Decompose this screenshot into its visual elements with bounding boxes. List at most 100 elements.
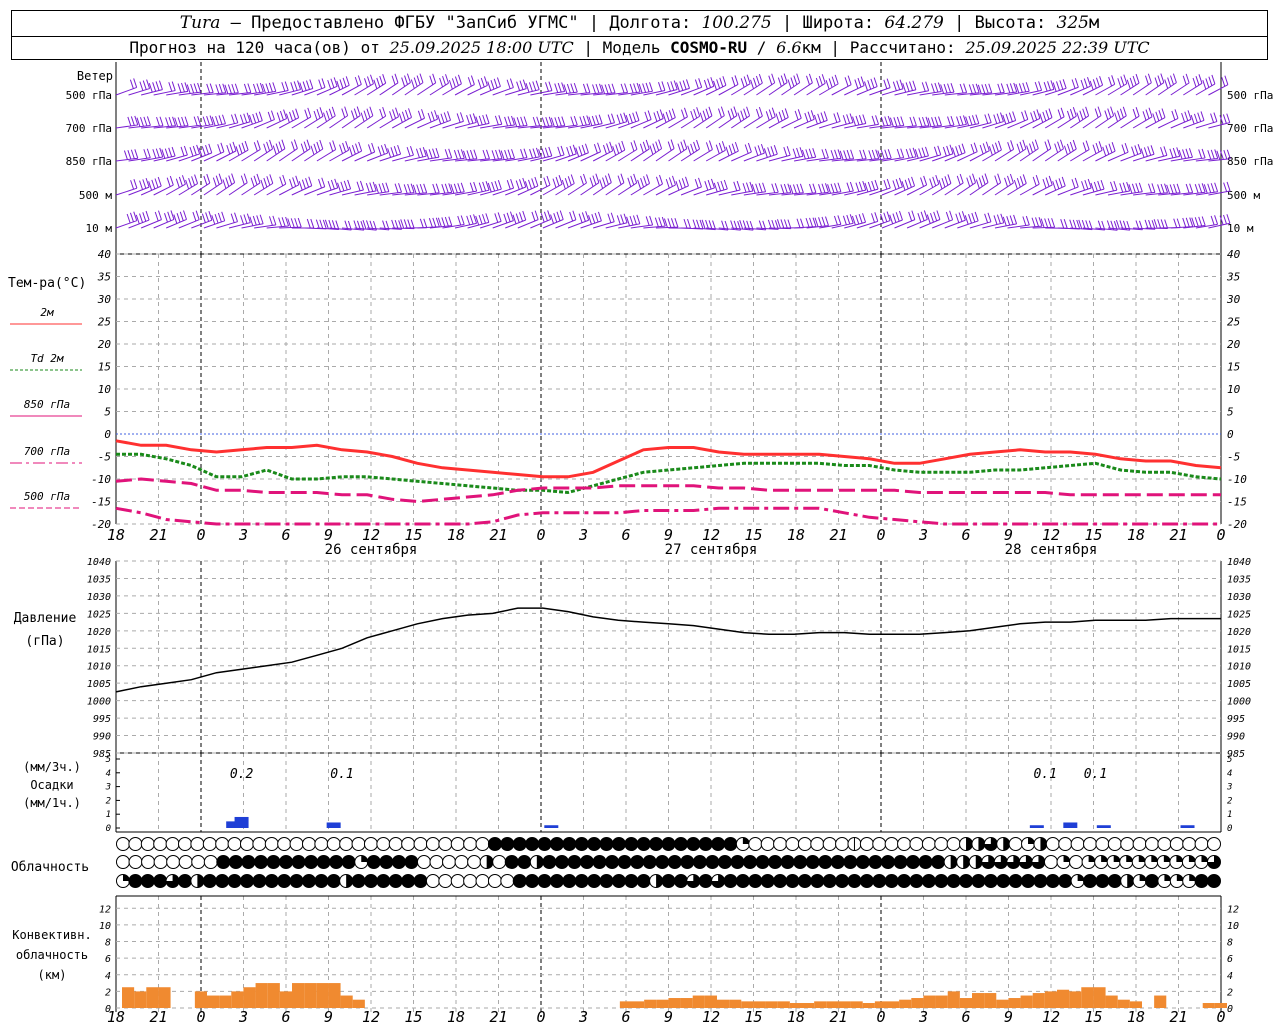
cloud-cover-symbol <box>835 874 850 888</box>
wind-barb <box>354 142 376 162</box>
prec-bar <box>544 825 559 828</box>
wind-barb-feather <box>146 79 151 89</box>
cloud-circle <box>289 874 304 888</box>
wind-barb <box>128 116 151 129</box>
wind-barb-staff <box>906 218 928 229</box>
wind-barb-feather <box>130 180 135 190</box>
wind-barb-feather <box>1185 183 1190 194</box>
wind-barb-staff <box>969 150 990 162</box>
conv-tick-label: 2 <box>105 987 111 998</box>
cloud-circle <box>416 855 431 869</box>
cloud-cover-symbol <box>190 837 205 851</box>
wind-barb-feather <box>531 211 536 222</box>
cloud-circle <box>166 855 181 869</box>
wind-barb-feather <box>305 80 310 90</box>
wind-barb-feather <box>900 148 905 158</box>
wind-barb <box>178 210 200 229</box>
wind-barb-feather <box>834 183 838 193</box>
wind-barb-feather <box>332 140 337 150</box>
cloud-circle <box>859 837 874 851</box>
wind-barb-feather <box>1042 178 1047 189</box>
wind-barb-staff <box>994 148 1014 162</box>
cloud-circle <box>673 837 688 851</box>
wind-barb-feather <box>293 139 298 149</box>
wind-barb-staff <box>1095 150 1116 162</box>
wind-barb-feather <box>1000 83 1005 93</box>
wind-barb <box>743 73 763 96</box>
wind-barb-feather <box>694 178 699 189</box>
wind-barb <box>153 146 176 162</box>
cloud-circle <box>1207 874 1221 888</box>
wind-barb-feather <box>1207 183 1212 193</box>
wind-barb-feather <box>717 108 722 118</box>
cloud-circle <box>983 874 998 888</box>
wind-barb-feather <box>148 181 153 191</box>
cloud-circle <box>264 837 279 851</box>
cloud-circle <box>1045 837 1060 851</box>
cloud-cover-symbol <box>1131 855 1146 869</box>
wind-barb-staff <box>731 115 750 129</box>
wind-barb-feather <box>419 147 424 158</box>
wind-barb <box>1145 146 1168 162</box>
wind-barb <box>668 79 690 96</box>
wind-barb-staff <box>316 149 336 162</box>
cloud-cover-symbol <box>587 837 602 851</box>
wind-barb-feather <box>193 116 198 126</box>
wind-barb <box>1044 176 1066 196</box>
cloud-quarter <box>1088 855 1096 862</box>
wind-barb-feather <box>855 115 860 126</box>
wind-barb-staff <box>944 219 966 229</box>
wind-barb-feather <box>130 116 135 126</box>
wind-barb-feather <box>1185 148 1190 158</box>
conv-tick-label: 0 <box>105 1004 111 1015</box>
wind-barb <box>467 149 490 162</box>
wind-barb-feather <box>491 181 496 192</box>
wind-barb <box>793 148 817 162</box>
wind-barb-feather <box>619 113 624 123</box>
wind-barb <box>429 216 453 229</box>
pres-tick-label-right: 1030 <box>1227 592 1251 603</box>
wind-barb <box>831 214 854 229</box>
wind-barb-feather <box>391 75 396 85</box>
wind-barb-feather <box>570 116 575 126</box>
wind-barb <box>505 116 528 129</box>
pres-tick-label: 1040 <box>87 557 111 568</box>
wind-barb-feather <box>1207 150 1212 160</box>
cloud-circle <box>537 837 552 851</box>
wind-barb-feather <box>1009 173 1014 184</box>
wind-barb-feather <box>1160 183 1165 194</box>
wind-barb-staff <box>1095 83 1115 96</box>
wind-barb-feather <box>971 115 976 125</box>
time-tick-label: 9 <box>664 1008 673 1024</box>
cloud-circle <box>768 855 783 869</box>
wind-barb-feather <box>256 140 261 150</box>
wind-barb-feather <box>263 177 268 188</box>
cloud-quarter <box>1201 855 1208 862</box>
wind-barb-feather <box>755 183 760 193</box>
wind-barb <box>1007 174 1027 196</box>
wind-barb-feather <box>842 115 847 125</box>
temp-tick-label: 25 <box>98 316 111 329</box>
cloud-cover-symbol <box>946 874 961 888</box>
wind-barb-staff <box>404 82 424 96</box>
wind-barb-feather <box>292 177 297 187</box>
wind-barb-feather <box>925 81 930 91</box>
wind-barb-staff <box>957 182 976 196</box>
wind-barb <box>630 139 650 162</box>
wind-barb-feather <box>1142 111 1147 121</box>
wind-barb <box>643 81 666 96</box>
wind-barb-feather <box>750 79 754 89</box>
header-row-station: Tura — Предоставлено ФГБУ "ЗапСиб УГМС" … <box>12 11 1267 37</box>
wind-barb-feather <box>680 141 685 151</box>
wind-barb <box>216 141 237 162</box>
cloud-cover-symbol <box>153 874 168 888</box>
wind-barb-feather <box>498 149 503 159</box>
wind-barb-feather <box>969 175 974 185</box>
wind-barb-feather <box>975 83 980 93</box>
wind-barb-feather <box>968 115 973 126</box>
cloud-half <box>1040 837 1047 851</box>
cloud-three-quarter <box>984 837 998 851</box>
wind-barb <box>1195 112 1218 129</box>
cloud-cover-symbol <box>1119 855 1134 869</box>
